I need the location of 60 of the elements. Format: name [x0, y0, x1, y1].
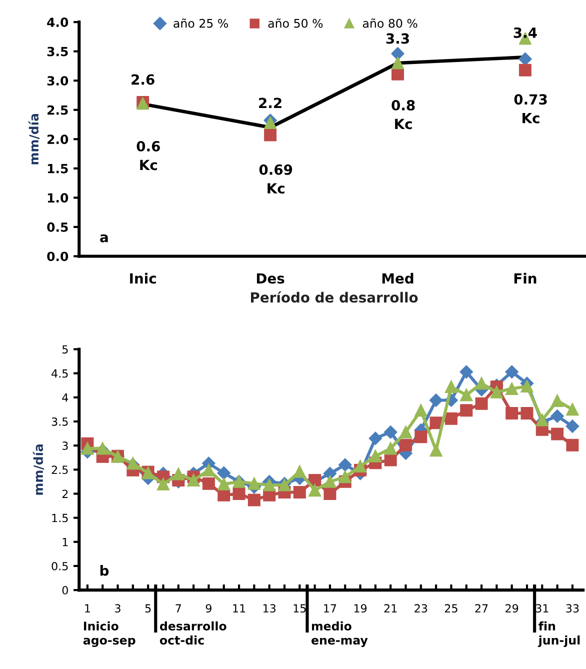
annotation: b [100, 565, 109, 576]
y-tick-label: 1.5 [52, 514, 68, 522]
x-tick-label: 29 [506, 604, 518, 613]
x-tick-label: 3 [115, 604, 120, 613]
y-tick-label: 0 [62, 586, 68, 594]
x-tick-label: Fin [514, 272, 536, 284]
x-tick-label: 5 [145, 604, 151, 613]
x-tick-label: 25 [444, 604, 458, 613]
annotation: 0.6 Kc [136, 140, 160, 170]
y-tick-label: 0.5 [52, 562, 68, 570]
text: desarrollo oct-dic [160, 621, 226, 645]
y-tick-label: 0.0 [47, 252, 68, 262]
y-tick-label: 1.5 [48, 164, 68, 174]
x-tick-label: 19 [354, 604, 367, 613]
y-axis-title: mm/día [28, 114, 40, 164]
data-label: 2.6 [132, 74, 154, 85]
text: fin jun-jul [538, 621, 580, 647]
y-tick-label: 4.0 [47, 18, 68, 28]
data-label: 3.4 [514, 27, 537, 38]
y-tick-label: 3.5 [52, 417, 68, 426]
x-axis-title: Período de desarrollo [251, 291, 418, 303]
text: Inicio ago-sep [83, 621, 136, 647]
text: medio ene-may [312, 621, 368, 647]
x-tick-label: 7 [176, 604, 181, 612]
annotation: a [100, 234, 108, 242]
y-tick-label: 2 [62, 490, 68, 498]
x-tick-label: 21 [384, 604, 397, 612]
y-tick-label: 3 [62, 442, 68, 450]
y-tick-label: 1 [62, 538, 68, 546]
y-tick-label: 3.0 [47, 76, 68, 86]
y-tick-label: 3.5 [47, 46, 68, 56]
y-tick-label: 2.5 [48, 105, 68, 115]
legend-label: año 25 % [174, 18, 228, 28]
x-tick-label: Med [382, 272, 414, 284]
annotation: 0.73 Kc [514, 94, 547, 124]
y-axis-title: mm/día [32, 444, 44, 495]
y-tick-label: 2.0 [48, 134, 68, 144]
annotation: 0.8 Kc [392, 100, 415, 130]
y-tick-label: 1.0 [48, 193, 68, 203]
x-tick-label: 9 [206, 604, 212, 613]
legend-label: año 50 % [268, 18, 323, 28]
x-tick-label: 1 [85, 604, 90, 612]
x-tick-label: 11 [233, 604, 246, 612]
data-label: 2.2 [259, 98, 282, 108]
y-tick-label: 4.5 [52, 369, 68, 378]
y-tick-label: 5 [62, 345, 68, 354]
x-tick-label: 31 [536, 604, 548, 613]
y-tick-label: 2.5 [52, 466, 68, 474]
x-tick-label: 27 [475, 604, 488, 612]
y-tick-label: 4 [62, 394, 68, 402]
legend-label: año 80 % [362, 18, 418, 28]
x-tick-label: 13 [263, 604, 276, 613]
x-tick-label: Inic [130, 272, 156, 284]
x-tick-label: 23 [414, 604, 428, 613]
y-tick-label: 0.5 [47, 222, 68, 232]
annotation: 0.69 Kc [259, 164, 292, 194]
x-tick-label: 33 [566, 604, 579, 613]
data-label: 3.3 [386, 33, 409, 44]
x-tick-label: 17 [324, 604, 336, 612]
x-tick-label: Des [256, 273, 284, 284]
